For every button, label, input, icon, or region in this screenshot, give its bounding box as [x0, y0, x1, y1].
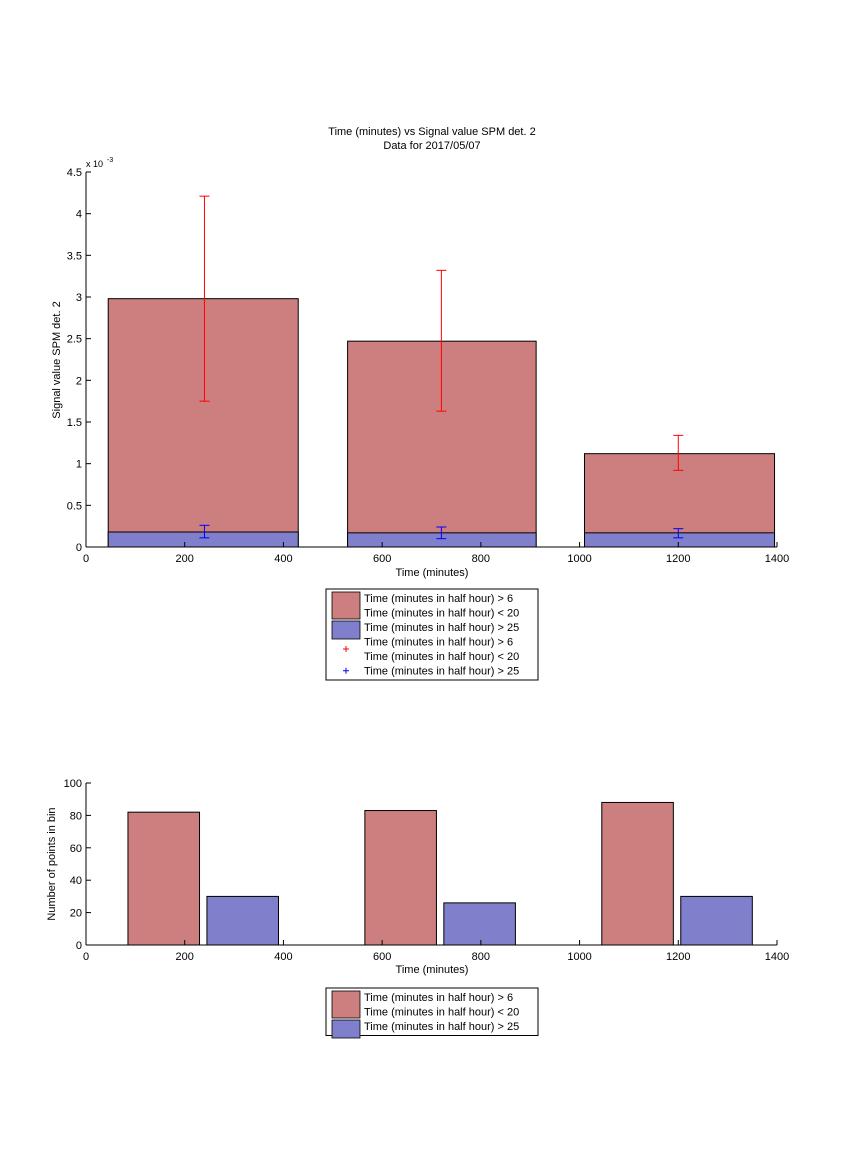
- chart1-x-tick-label: 1000: [567, 553, 591, 565]
- chart1-subtitle: Data for 2017/05/07: [383, 140, 480, 152]
- chart2-bar-red-0: [127, 811, 201, 946]
- chart2-xlabel: Time (minutes): [396, 964, 469, 976]
- chart1-xlabel: Time (minutes): [396, 567, 469, 579]
- chart1-y-tick-label: 2.5: [67, 334, 82, 346]
- chart1-legend-entry-label: Time (minutes in half hour) > 25: [364, 666, 519, 678]
- chart1-exponent-base: x 10: [86, 159, 103, 169]
- chart2-x-tick-label: 0: [83, 951, 89, 963]
- chart1-x-tick-label: 800: [472, 553, 490, 565]
- chart2-legend-swatch-red: [331, 990, 361, 1019]
- chart1-axes: 0 200 400 600 800 1000 1200 1400 0 0.5 1 1.5 2 2.5 3 3.…: [67, 167, 790, 565]
- chart2-bar-red-1: [364, 810, 437, 946]
- chart1-y-tick-label: 1.5: [67, 417, 82, 429]
- chart1-x-tick-label: 600: [373, 553, 391, 565]
- chart1-x-tick-label: 1400: [765, 553, 789, 565]
- chart2-x-tick-label: 200: [176, 951, 194, 963]
- chart1-bar-red-2: [584, 453, 776, 548]
- chart1-x-tick-label: 400: [274, 553, 292, 565]
- chart1-bar-red-0: [107, 298, 299, 548]
- chart1-error-bars-layer: [199, 195, 684, 540]
- chart2-bars-layer: [127, 801, 753, 946]
- chart2-bar-blue-2: [680, 895, 753, 946]
- chart2-legend-entry-label: Time (minutes in half hour) > 25: [364, 1021, 519, 1033]
- chart1-bar-blue-2: [584, 532, 776, 548]
- chart2-y-tick-label: 100: [64, 778, 82, 790]
- count-chart: 0 200 400 600 800 1000 1200 1400 0 20 40 60 80 100 Ti…: [46, 778, 790, 1039]
- chart1-x-tick-label: 1200: [666, 553, 690, 565]
- chart1-legend-entry-label: Time (minutes in half hour) > 6: [364, 637, 513, 649]
- chart2-x-tick-label: 1200: [666, 951, 690, 963]
- chart2-legend-swatch-blue: [331, 1019, 361, 1039]
- chart2-y-tick-label: 60: [70, 843, 82, 855]
- chart1-y-tick-label: 4: [76, 209, 82, 221]
- chart1-legend-entry-label: Time (minutes in half hour) > 25: [364, 622, 519, 634]
- chart1-bar-blue-0: [107, 531, 299, 548]
- signal-chart: Time (minutes) vs Signal value SPM det. …: [51, 126, 790, 681]
- chart2-axes: 0 200 400 600 800 1000 1200 1400 0 20 40 60 80 100: [64, 778, 790, 963]
- chart2-bar-red-2: [601, 801, 674, 946]
- chart1-legend-box: [325, 588, 539, 681]
- chart1-y-tick-label: 3: [76, 292, 82, 304]
- chart1-y-tick-label: 0.5: [67, 500, 82, 512]
- chart1-legend-entry-label: Time (minutes in half hour) > 6: [364, 593, 513, 605]
- chart2-y-tick-label: 80: [70, 810, 82, 822]
- chart1-y-tick-label: 3.5: [67, 250, 82, 262]
- chart2-legend-box: [325, 987, 539, 1036]
- chart1-ylabel: Signal value SPM det. 2: [51, 301, 63, 418]
- chart1-legend-swatch-red: [331, 591, 361, 620]
- chart1-y-tick-label: 4.5: [67, 167, 82, 179]
- chart2-bar-blue-0: [206, 895, 279, 946]
- chart1-x-tick-label: 200: [176, 553, 194, 565]
- chart2-legend-entry-label: Time (minutes in half hour) > 6: [364, 992, 513, 1004]
- chart2-x-tick-label: 1000: [567, 951, 591, 963]
- chart2-y-tick-label: 0: [76, 940, 82, 952]
- chart2-ylabel: Number of points in bin: [46, 807, 58, 920]
- chart2-legend-entry-label: Time (minutes in half hour) < 20: [364, 1007, 519, 1019]
- chart1-legend-entry-label: Time (minutes in half hour) < 20: [364, 608, 519, 620]
- chart2-x-tick-label: 400: [274, 951, 292, 963]
- chart1-title: Time (minutes) vs Signal value SPM det. …: [328, 126, 535, 138]
- chart2-x-tick-label: 1400: [765, 951, 789, 963]
- chart1-legend-entry-label: Time (minutes in half hour) < 20: [364, 651, 519, 663]
- chart1-y-tick-label: 1: [76, 459, 82, 471]
- chart1-legend: Time (minutes in half hour) > 6 Time (min…: [325, 588, 539, 681]
- chart1-y-tick-label: 2: [76, 375, 82, 387]
- chart2-y-tick-label: 20: [70, 908, 82, 920]
- chart1-y-tick-label: 0: [76, 542, 82, 554]
- chart2-legend: Time (minutes in half hour) > 6 Time (min…: [325, 987, 539, 1039]
- chart1-legend-swatch-blue: [331, 620, 361, 640]
- chart2-bar-blue-1: [443, 902, 516, 946]
- chart2-y-tick-label: 40: [70, 875, 82, 887]
- chart1-x-tick-label: 0: [83, 553, 89, 565]
- chart2-x-tick-label: 600: [373, 951, 391, 963]
- chart2-x-tick-label: 800: [472, 951, 490, 963]
- chart1-exponent-power: -3: [107, 157, 113, 164]
